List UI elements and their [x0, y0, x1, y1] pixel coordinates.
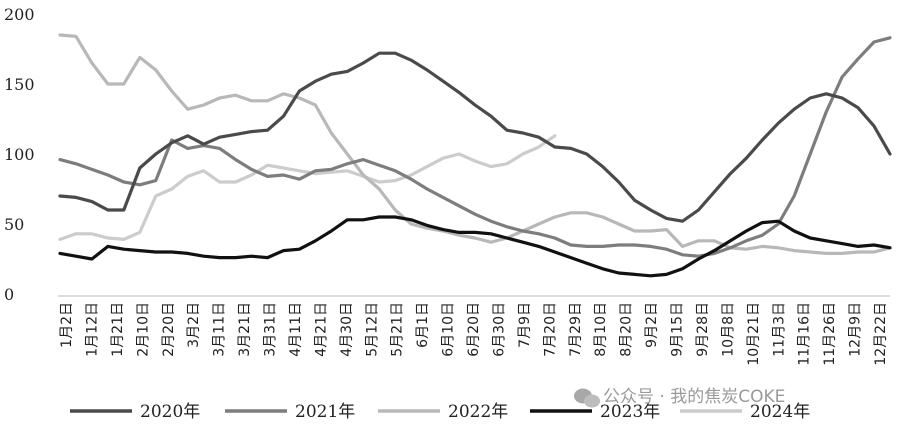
legend-label: 2024年 [750, 402, 810, 422]
x-tick-label: 12月9日 [848, 302, 864, 357]
x-tick-label: 9月2日 [644, 302, 660, 348]
legend-label: 2023年 [600, 402, 660, 422]
x-tick-label: 1月21日 [110, 302, 126, 357]
y-tick-label: 50 [4, 215, 24, 234]
legend-label: 2021年 [295, 402, 355, 422]
series-line-0 [58, 51, 892, 223]
y-tick-label: 0 [4, 285, 14, 304]
x-tick-label: 4月11日 [288, 302, 304, 357]
x-tick-label: 3月2日 [186, 302, 202, 348]
legend-item: 2022年 [378, 402, 508, 422]
x-tick-label: 6月20日 [466, 302, 482, 357]
series-line-3 [58, 215, 892, 278]
series-lines [58, 33, 892, 278]
y-tick-label: 150 [4, 75, 35, 94]
x-tick-label: 4月30日 [339, 302, 355, 357]
x-tick-label: 5月12日 [364, 302, 380, 357]
x-tick-label: 11月26日 [822, 302, 838, 366]
series-line-4 [58, 134, 557, 241]
x-tick-label: 2月20日 [161, 302, 177, 357]
x-tick-label: 7月20日 [542, 302, 558, 357]
series-line-2 [58, 33, 892, 255]
x-tick-label: 8月10日 [593, 302, 609, 357]
wechat-icon [574, 388, 600, 408]
x-tick-label: 12月22日 [873, 302, 889, 366]
x-tick-label: 3月21日 [237, 302, 253, 357]
x-tick-label: 1月12日 [84, 302, 100, 357]
x-tick-label: 8月20日 [619, 302, 635, 357]
y-axis: 0 50 100 150 200 [4, 5, 35, 304]
x-tick-label: 10月8日 [720, 302, 736, 357]
x-tick-label: 10月21日 [746, 302, 762, 366]
y-tick-label: 200 [4, 5, 35, 24]
x-tick-label: 4月21日 [313, 302, 329, 357]
legend-item: 2023年 [530, 402, 660, 422]
legend: 2020年 2021年 2022年 2023年 2024年 [70, 402, 810, 422]
x-axis: 1月2日 1月12日 1月21日 2月10日 2月20日 3月2日 3月11日 3月21日 3月… [59, 302, 889, 366]
x-tick-label: 6月1日 [415, 302, 431, 348]
watermark: 公众号 · 我的焦炭COKE [574, 387, 785, 408]
x-tick-label: 9月15日 [670, 302, 686, 357]
x-tick-label: 5月21日 [390, 302, 406, 357]
y-tick-label: 100 [4, 145, 35, 164]
series-line-1 [58, 36, 892, 258]
legend-label: 2022年 [448, 402, 508, 422]
x-tick-label: 9月28日 [695, 302, 711, 357]
x-tick-label: 3月31日 [263, 302, 279, 357]
x-tick-label: 6月10日 [441, 302, 457, 357]
x-tick-label: 11月16日 [797, 302, 813, 366]
x-tick-label: 7月9日 [517, 302, 533, 348]
x-tick-label: 7月29日 [568, 302, 584, 357]
x-tick-label: 1月2日 [59, 302, 75, 348]
x-tick-label: 6月30日 [491, 302, 507, 357]
x-tick-label: 11月3日 [771, 302, 787, 357]
legend-item: 2020年 [70, 402, 200, 422]
x-tick-label: 2月10日 [135, 302, 151, 357]
legend-item: 2021年 [225, 402, 355, 422]
x-tick-label: 3月11日 [212, 302, 228, 357]
watermark-text: 公众号 · 我的焦炭COKE [603, 387, 785, 407]
legend-label: 2020年 [140, 402, 200, 422]
legend-item: 2024年 [680, 402, 810, 422]
